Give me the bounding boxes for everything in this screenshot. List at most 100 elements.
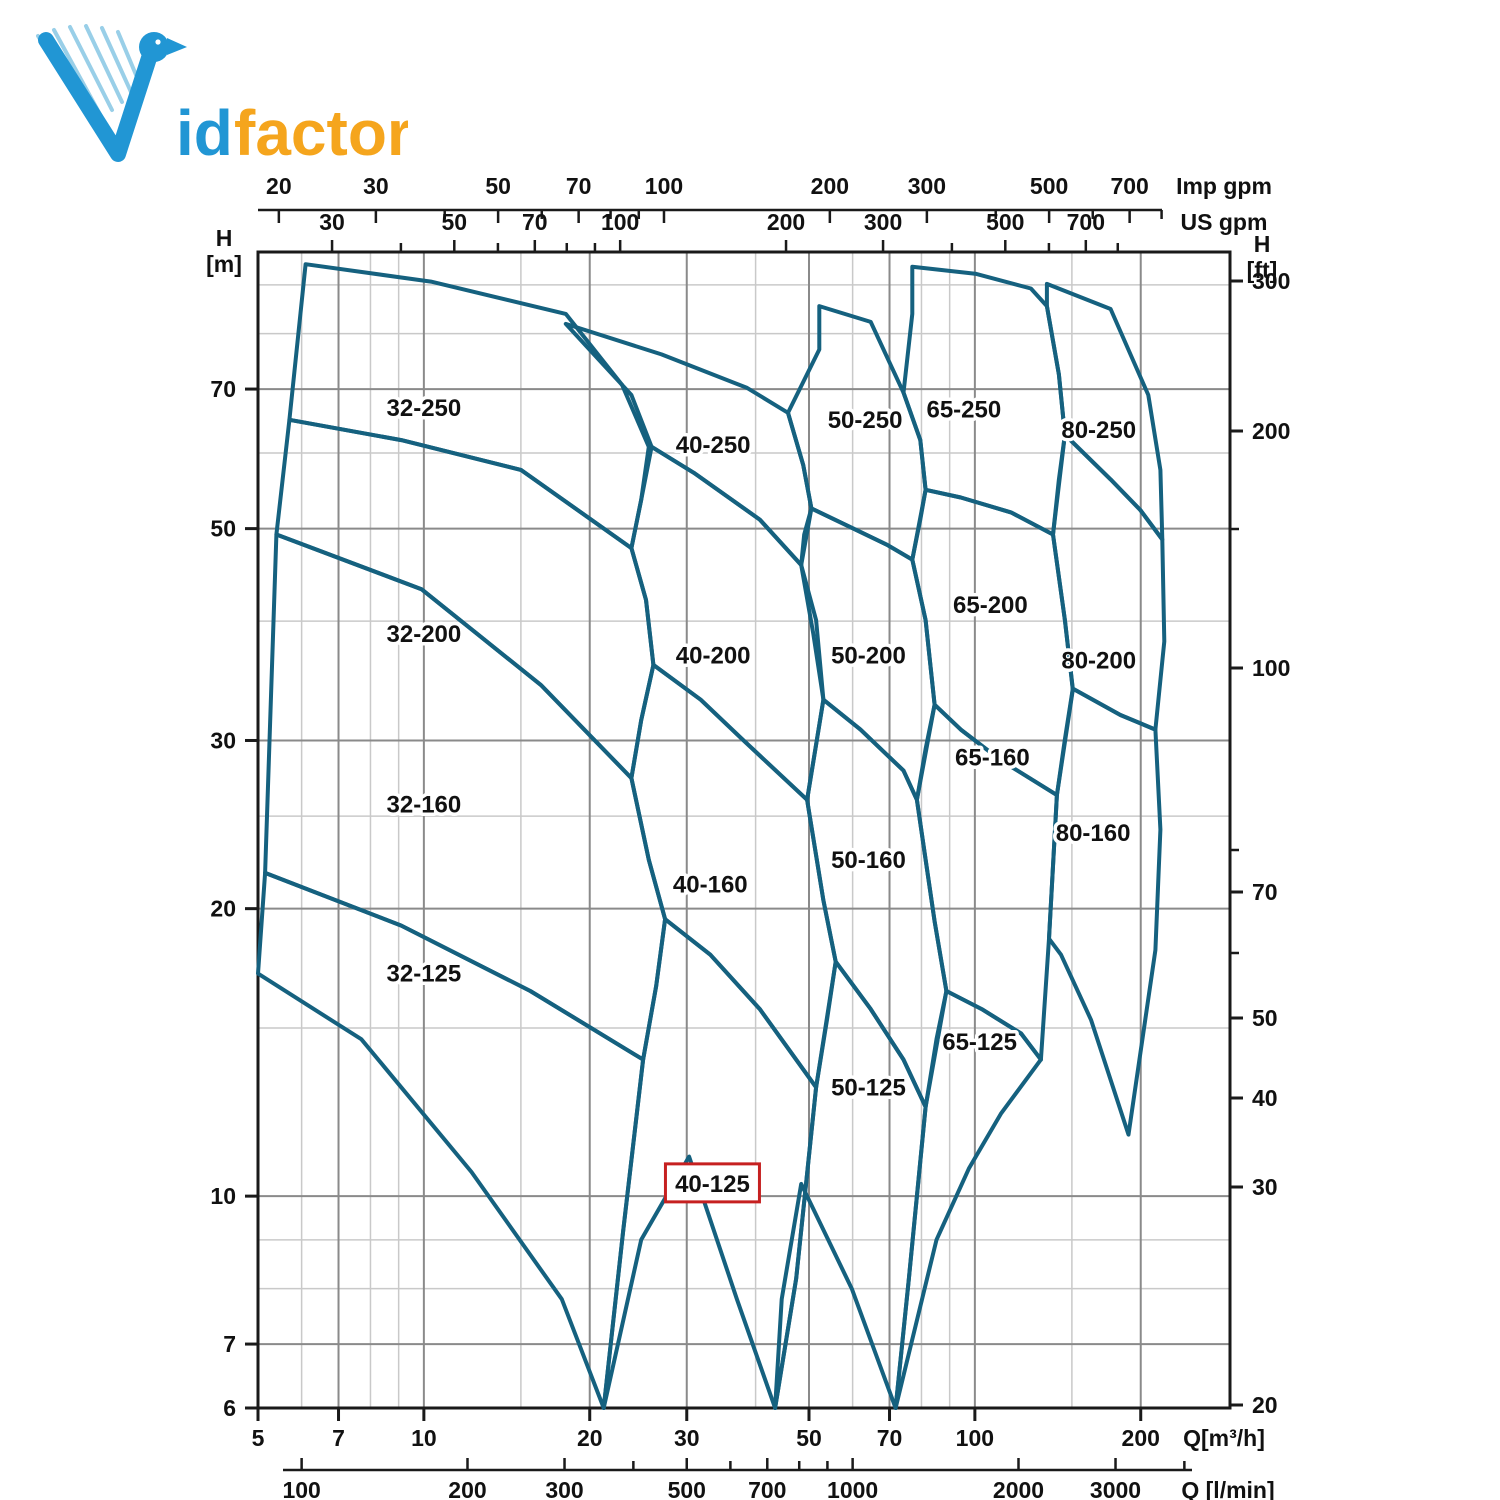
h-ft-tick-label: 30 <box>1252 1174 1278 1200</box>
axis-q-m3h: 5 7 10 20 30 50 70 100 200 Q[m³/h] <box>252 1408 1265 1451</box>
q-m3h-tick-label: 10 <box>411 1425 437 1451</box>
h-m-tick-label: 30 <box>210 727 236 753</box>
q-lmin-tick-label: 100 <box>282 1477 320 1500</box>
h-m-tick-label: 7 <box>223 1331 236 1357</box>
pump-label-32-250: 32-250 <box>387 395 462 422</box>
q-m3h-tick-label: 5 <box>252 1425 265 1451</box>
us-gpm-tick-label: 70 <box>522 209 548 235</box>
h-ft-tick-label: 70 <box>1252 879 1278 905</box>
vidfactor-logo-graphic: id factor <box>36 24 412 169</box>
q-lmin-unit-label: Q [l/min] <box>1181 1477 1274 1500</box>
pump-label-40-160: 40-160 <box>673 871 748 898</box>
pump-envelope-80-160 <box>1047 686 1163 1137</box>
pump-envelope-40-200 <box>629 444 826 802</box>
logo-text-id: id <box>176 97 233 169</box>
highlight-box-40-125 <box>663 1162 761 1204</box>
imp-gpm-tick-label: 300 <box>908 173 946 199</box>
pump-label-80-250: 80-250 <box>1061 417 1136 444</box>
pump-labels: 32-250 32-200 32-160 32-125 40-250 40-200 40-1… <box>383 391 1140 1204</box>
pump-envelope-32-200 <box>274 417 656 781</box>
pump-envelope-32-125 <box>256 870 646 1410</box>
h-ft-unit: [ft] <box>1247 257 1278 283</box>
pump-envelope-50-125 <box>773 959 928 1410</box>
q-lmin-tick-label: 200 <box>448 1477 486 1500</box>
us-gpm-tick-label: 500 <box>986 209 1024 235</box>
pump-label-32-160: 32-160 <box>387 792 462 819</box>
us-gpm-tick-label: 100 <box>601 209 639 235</box>
q-lmin-tick-label: 700 <box>748 1477 786 1500</box>
q-m3h-tick-label: 30 <box>674 1425 700 1451</box>
us-gpm-tick-label: 700 <box>1067 209 1105 235</box>
h-m-unit-top: H <box>216 225 233 251</box>
q-lmin-tick-label: 1000 <box>827 1477 878 1500</box>
us-gpm-tick-label: 200 <box>767 209 805 235</box>
pump-envelope-65-125 <box>893 989 1043 1410</box>
bird-v-icon <box>38 32 187 162</box>
q-lmin-tick-label: 500 <box>668 1477 706 1500</box>
imp-gpm-tick-label: 20 <box>266 173 292 199</box>
h-m-tick-label: 10 <box>210 1183 236 1209</box>
h-m-tick-label: 50 <box>210 516 236 542</box>
pump-label-32-200: 32-200 <box>387 621 462 648</box>
pump-label-65-160: 65-160 <box>955 744 1030 771</box>
imp-gpm-tick-label: 200 <box>811 173 849 199</box>
h-ft-tick-label: 20 <box>1252 1392 1278 1418</box>
q-m3h-tick-label: 200 <box>1122 1425 1160 1451</box>
imp-gpm-tick-label: 30 <box>363 173 389 199</box>
h-m-unit: [m] <box>206 251 242 277</box>
pump-envelope-32-160 <box>263 532 668 1062</box>
imp-gpm-unit-label: Imp gpm <box>1176 173 1272 199</box>
imp-gpm-tick-label: 70 <box>566 173 592 199</box>
vidfactor-logo: id factor <box>28 22 412 174</box>
q-m3h-tick-label: 70 <box>877 1425 903 1451</box>
pump-envelope-80-200 <box>1051 432 1167 732</box>
q-m3h-tick-label: 100 <box>956 1425 994 1451</box>
axis-h-ft: 300 200 100 70 50 40 30 20 H[ft] <box>1230 231 1290 1418</box>
pump-label-50-160: 50-160 <box>831 847 906 874</box>
axis-imp-gpm: 20 30 50 70 100 200 300 500 700 Imp gpm <box>258 173 1272 223</box>
q-lmin-tick-label: 300 <box>545 1477 583 1500</box>
axis-q-lmin: 100 200 300 500 700 1000 2000 3000 Q [l/min] <box>282 1458 1275 1500</box>
us-gpm-tick-label: 50 <box>441 209 467 235</box>
h-ft-unit-top: H <box>1254 231 1271 257</box>
q-m3h-tick-label: 7 <box>332 1425 345 1451</box>
pump-label-50-200: 50-200 <box>831 643 906 670</box>
pump-label-80-160: 80-160 <box>1056 820 1131 847</box>
q-m3h-unit-label: Q[m³/h] <box>1183 1425 1265 1451</box>
axis-us-gpm: 30 50 70 100 200 300 500 700 US gpm <box>319 209 1267 252</box>
h-m-tick-label: 70 <box>210 376 236 402</box>
pump-envelope-40-125 <box>601 917 819 1410</box>
axis-h-m: 70 50 30 20 10 7 6 H[m] <box>206 225 258 1421</box>
imp-gpm-tick-label: 700 <box>1110 173 1148 199</box>
h-ft-tick-label: 200 <box>1252 418 1290 444</box>
pump-label-65-250: 65-250 <box>926 397 1001 424</box>
pump-envelope-32-250 <box>287 262 651 551</box>
h-m-tick-label: 6 <box>223 1395 236 1421</box>
h-m-tick-label: 20 <box>210 896 236 922</box>
us-gpm-tick-label: 30 <box>319 209 345 235</box>
us-gpm-unit-label: US gpm <box>1181 209 1268 235</box>
plot-border <box>256 250 1232 1410</box>
pump-label-32-125: 32-125 <box>387 961 462 988</box>
q-lmin-tick-label: 3000 <box>1090 1477 1141 1500</box>
pump-label-50-250: 50-250 <box>828 407 903 434</box>
pump-label-65-200: 65-200 <box>953 592 1028 619</box>
h-ft-tick-label: 100 <box>1252 655 1290 681</box>
pump-envelope-40-250 <box>563 321 814 567</box>
pump-label-40-125: 40-125 <box>675 1171 750 1198</box>
pump-envelopes <box>256 262 1167 1410</box>
pump-label-80-200: 80-200 <box>1061 647 1136 674</box>
pump-label-40-200: 40-200 <box>676 643 751 670</box>
q-lmin-tick-label: 2000 <box>993 1477 1044 1500</box>
q-m3h-tick-label: 50 <box>796 1425 822 1451</box>
pump-label-50-125: 50-125 <box>831 1074 906 1101</box>
h-ft-tick-label: 300 <box>1252 268 1290 294</box>
q-m3h-tick-label: 20 <box>577 1425 603 1451</box>
h-ft-tick-label: 50 <box>1252 1005 1278 1031</box>
logo-text-factor: factor <box>234 97 408 169</box>
pump-envelope-80-250 <box>1044 281 1165 542</box>
us-gpm-tick-label: 300 <box>864 209 902 235</box>
imp-gpm-tick-label: 100 <box>645 173 683 199</box>
h-ft-tick-label: 40 <box>1252 1085 1278 1111</box>
imp-gpm-tick-label: 500 <box>1030 173 1068 199</box>
